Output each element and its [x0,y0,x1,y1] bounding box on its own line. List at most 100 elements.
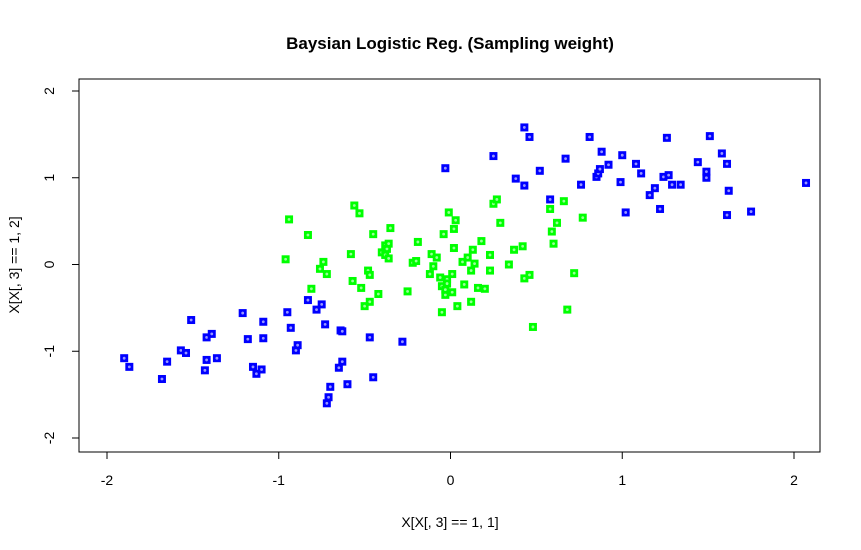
data-point-blue [248,362,257,371]
y-tick-label: -1 [41,345,57,358]
data-point-green [463,253,472,262]
data-point-blue [182,348,191,357]
data-point-blue [303,296,312,305]
data-point-green [467,297,476,306]
data-point-green [425,270,434,279]
data-point-blue [157,375,166,384]
data-point-blue [693,158,702,167]
data-point-green [468,245,477,254]
y-tick-label: 1 [41,174,57,182]
data-point-blue [577,180,586,189]
data-point-green [563,305,572,314]
data-point-green [443,279,452,288]
data-point-blue [163,357,172,366]
data-point-blue [187,316,196,325]
data-point-blue [441,164,450,173]
data-point-green [444,208,453,217]
plot-frame [78,78,821,453]
data-point-blue [338,327,347,336]
data-point-green [467,266,476,275]
data-point-blue [595,165,604,174]
data-point-green [437,308,446,317]
data-point-green [350,201,359,210]
data-point-green [480,284,489,293]
data-point-green [449,224,458,233]
data-point-blue [662,133,671,142]
data-point-blue [604,160,613,169]
data-point-blue [365,333,374,342]
data-point-green [528,322,537,331]
data-point-green [436,273,445,282]
data-point-green [448,270,457,279]
data-point-blue [286,323,295,332]
data-point-green [360,302,369,311]
data-point-green [303,231,312,240]
data-point-blue [702,173,711,182]
data-point-green [439,230,448,239]
data-point-green [429,262,438,271]
data-point-blue [645,191,654,200]
data-point-blue [343,380,352,389]
data-point-blue [597,147,606,156]
data-point-blue [257,365,266,374]
data-point-blue [637,169,646,178]
data-point-green [510,245,519,254]
data-point-blue [723,159,732,168]
data-point-green [403,287,412,296]
data-point-blue [489,152,498,161]
y-axis: -2 -1 0 1 2 [41,87,79,444]
data-point-blue [717,149,726,158]
data-point-green [552,218,561,227]
data-point-green [504,260,513,269]
data-point-green [357,283,366,292]
data-point-blue [324,393,333,402]
data-point-green [374,289,383,298]
data-point-blue [520,123,529,132]
data-point-green [369,230,378,239]
data-point-green [281,255,290,264]
data-point-blue [125,362,134,371]
data-point-blue [668,180,677,189]
data-point-blue [621,208,630,217]
data-point-green [460,280,469,289]
data-point-green [413,237,422,246]
data-point-green [546,204,555,213]
data-point-blue [326,382,335,391]
data-point-green [365,270,374,279]
data-point-blue [747,207,756,216]
data-point-green [458,257,467,266]
data-point-green [449,244,458,253]
y-tick-label: -2 [41,432,57,445]
data-points [120,123,811,408]
data-point-green [453,302,462,311]
x-axis: -2 -1 0 1 2 [101,452,798,488]
x-tick-label: -1 [273,472,286,488]
data-point-blue [212,354,221,363]
data-point-green [549,239,558,248]
data-point-green [559,197,568,206]
data-point-green [451,216,460,225]
data-point-green [547,227,556,236]
data-point-blue [664,171,673,180]
data-point-blue [656,204,665,213]
data-point-blue [631,159,640,168]
data-point-green [412,257,421,266]
data-point-blue [616,178,625,187]
data-point-blue [243,335,252,344]
data-point-green [492,195,501,204]
data-point-green [285,215,294,224]
data-point-green [518,242,527,251]
data-point-blue [705,132,714,141]
data-point-blue [676,180,685,189]
data-point-green [496,218,505,227]
x-tick-label: 1 [618,472,626,488]
data-point-blue [312,305,321,314]
data-point-blue [802,178,811,187]
data-point-green [525,270,534,279]
data-point-green [432,253,441,262]
data-point-blue [252,369,261,378]
data-point-blue [723,211,732,220]
data-point-green [486,250,495,259]
data-point-blue [618,151,627,160]
